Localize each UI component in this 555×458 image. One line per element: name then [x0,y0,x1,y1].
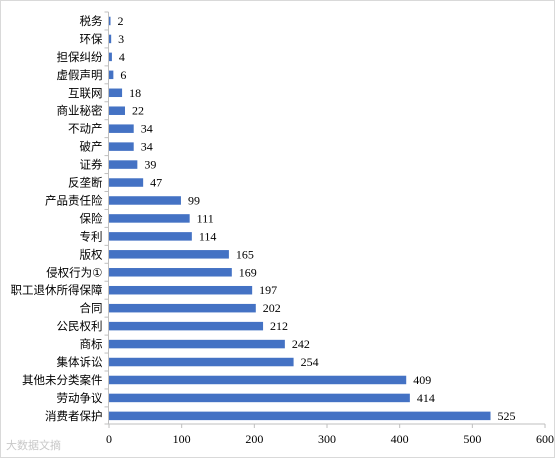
bar [109,232,192,241]
category-label: 破产 [80,140,103,154]
x-tick-label: 0 [106,432,112,446]
x-tick-label: 200 [245,432,263,446]
bar [109,34,112,44]
bar [109,196,181,205]
bar [109,16,111,26]
bar [109,339,285,349]
data-label: 414 [417,391,435,405]
bar [109,285,253,295]
bar [109,321,264,331]
category-label: 侵权行为① [46,265,102,279]
data-label: 39 [144,158,156,172]
data-label: 202 [263,301,281,315]
watermark-text: 大数据文摘 [6,439,61,452]
bar [109,124,134,133]
x-tick-label: 500 [463,432,481,446]
category-label: 反垄断 [68,176,103,190]
category-label: 职工退休所得保障 [11,283,103,297]
category-label: 其他未分类案件 [22,373,103,387]
x-tick-label: 100 [173,432,191,446]
data-label: 169 [239,265,257,279]
category-label: 互联网 [68,86,103,100]
data-label: 18 [129,86,141,100]
data-label: 409 [413,373,431,387]
category-label: 版权 [80,247,103,261]
data-label: 111 [197,211,214,225]
category-label: 合同 [80,301,103,315]
bar [109,214,190,223]
data-label: 2 [118,14,124,28]
bar [109,106,125,115]
category-label: 专利 [80,229,103,243]
bar [109,393,410,403]
data-label: 47 [150,176,162,190]
data-label: 197 [259,283,277,297]
category-label: 商标 [80,337,103,351]
x-tick-label: 400 [391,432,409,446]
data-label: 34 [141,122,153,136]
category-label: 劳动争议 [57,391,103,405]
category-label: 商业秘密 [57,104,103,118]
bar [109,70,114,80]
category-label: 环保 [80,32,103,46]
bar [109,142,134,151]
category-label: 税务 [80,14,103,28]
category-label: 虚假声明 [57,68,103,82]
bar [109,250,229,259]
bar [109,160,138,169]
bar [109,303,256,313]
data-label: 114 [199,229,217,243]
bar [109,178,144,187]
data-label: 99 [188,193,200,207]
data-label: 212 [270,319,288,333]
bar [109,268,232,277]
data-label: 165 [236,247,254,261]
bar [109,52,112,62]
category-label: 公民权利 [57,319,103,333]
category-label: 保险 [80,211,103,225]
bar [109,375,407,385]
data-label: 6 [120,68,126,82]
data-label: 34 [141,140,153,154]
data-label: 4 [119,50,125,64]
category-label: 证券 [80,158,103,172]
category-label: 产品责任险 [45,193,103,207]
bar [109,88,123,98]
category-label: 担保纠纷 [57,50,103,64]
data-label: 3 [118,32,124,46]
category-label: 消费者保护 [45,409,103,423]
bar [109,357,294,367]
x-tick-label: 300 [318,432,336,446]
x-tick-label: 600 [536,432,554,446]
category-label: 不动产 [68,122,103,136]
data-label: 242 [292,337,310,351]
bar [109,411,491,421]
data-label: 254 [301,355,319,369]
data-label: 525 [498,409,516,423]
category-label: 集体诉讼 [57,355,103,369]
data-label: 22 [132,104,144,118]
